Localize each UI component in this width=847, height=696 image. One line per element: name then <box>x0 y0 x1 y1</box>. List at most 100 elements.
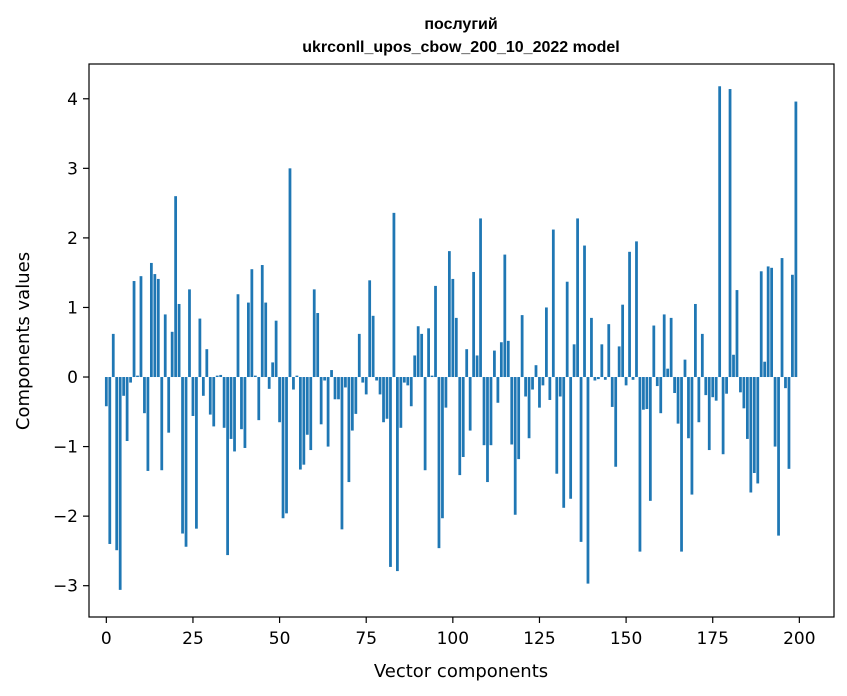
bar-154 <box>638 377 642 552</box>
bar-188 <box>756 377 760 484</box>
bar-132 <box>562 377 566 508</box>
bar-26 <box>195 377 198 529</box>
bar-95 <box>434 285 437 378</box>
bar-190 <box>763 361 767 378</box>
bar-9 <box>136 375 139 378</box>
bar-192 <box>770 267 774 378</box>
x-tick-label: 0 <box>101 629 112 649</box>
bar-151 <box>628 251 631 378</box>
bar-149 <box>621 304 625 378</box>
bar-50 <box>278 377 281 423</box>
bar-45 <box>260 265 264 378</box>
bar-12 <box>146 377 150 471</box>
bar-79 <box>378 377 382 395</box>
bar-99 <box>447 251 451 378</box>
y-tick-label: 2 <box>67 229 78 249</box>
bar-93 <box>427 328 430 378</box>
chart-title-line-2: ukrconll_upos_cbow_200_10_2022 model <box>302 39 619 56</box>
bar-120 <box>520 315 524 378</box>
bar-30 <box>208 377 212 415</box>
y-tick-label: 4 <box>67 90 78 110</box>
x-tick-label: 150 <box>610 629 642 649</box>
bar-113 <box>496 377 500 403</box>
bar-56 <box>298 377 302 470</box>
bar-182 <box>735 290 739 378</box>
bar-126 <box>541 377 545 386</box>
bar-112 <box>493 350 496 378</box>
bar-28 <box>201 377 205 396</box>
bar-1 <box>108 377 112 544</box>
bar-125 <box>538 377 541 408</box>
bar-161 <box>662 314 666 378</box>
bar-58 <box>305 377 309 435</box>
x-tick-label: 125 <box>523 629 555 649</box>
bar-77 <box>371 315 375 378</box>
bar-138 <box>583 245 586 378</box>
y-tick-label: −2 <box>53 507 78 527</box>
bar-121 <box>524 377 527 397</box>
bar-148 <box>617 346 621 378</box>
bar-174 <box>707 377 711 451</box>
bar-17 <box>163 314 167 378</box>
bar-25 <box>191 377 195 416</box>
bar-67 <box>337 377 340 400</box>
bar-157 <box>648 377 652 501</box>
bar-187 <box>752 377 756 474</box>
y-axis-label: Components values <box>13 252 34 430</box>
bar-165 <box>676 377 680 424</box>
bar-64 <box>326 377 330 447</box>
bar-59 <box>309 377 313 451</box>
bar-52 <box>285 377 288 514</box>
bar-72 <box>354 377 358 414</box>
bar-152 <box>631 377 635 380</box>
bar-44 <box>257 377 261 421</box>
bar-8 <box>132 281 136 378</box>
bar-51 <box>281 377 285 519</box>
bar-88 <box>409 377 413 407</box>
bar-145 <box>607 324 611 378</box>
bar-13 <box>149 262 153 378</box>
bar-43 <box>253 375 257 378</box>
bar-92 <box>423 377 427 471</box>
bar-41 <box>247 302 250 378</box>
bar-109 <box>482 377 486 446</box>
bar-6 <box>125 377 129 442</box>
bar-78 <box>375 377 378 381</box>
bar-20 <box>174 196 178 378</box>
bar-76 <box>368 280 372 378</box>
bar-42 <box>250 269 254 378</box>
bar-19 <box>170 331 174 378</box>
bar-11 <box>143 377 146 414</box>
bar-159 <box>655 377 659 387</box>
bar-133 <box>565 281 569 378</box>
bar-139 <box>586 377 590 584</box>
x-tick-label: 50 <box>269 629 291 649</box>
bar-134 <box>569 377 573 499</box>
chart-title-line-1: послугий <box>424 16 497 33</box>
bar-66 <box>333 377 337 400</box>
bar-16 <box>160 377 164 471</box>
bar-166 <box>680 377 683 552</box>
bar-156 <box>645 377 649 410</box>
bar-22 <box>181 377 184 534</box>
bar-160 <box>659 377 663 414</box>
bar-89 <box>413 355 417 378</box>
bar-164 <box>673 377 676 394</box>
bar-29 <box>205 349 209 378</box>
bar-155 <box>642 377 645 410</box>
bar-191 <box>766 266 770 378</box>
y-tick-label: −1 <box>53 438 78 458</box>
bar-105 <box>468 377 472 431</box>
y-axis-ticks: −3 −2 −1 0 1 2 3 4 <box>53 90 89 597</box>
bar-60 <box>312 289 316 378</box>
bar-2 <box>111 333 115 378</box>
bar-193 <box>773 377 777 447</box>
bar-146 <box>610 377 614 407</box>
bar-97 <box>441 377 444 519</box>
bar-62 <box>319 377 323 425</box>
bar-122 <box>527 377 531 439</box>
bar-173 <box>704 377 708 396</box>
bar-47 <box>267 377 271 389</box>
bar-33 <box>219 374 223 378</box>
